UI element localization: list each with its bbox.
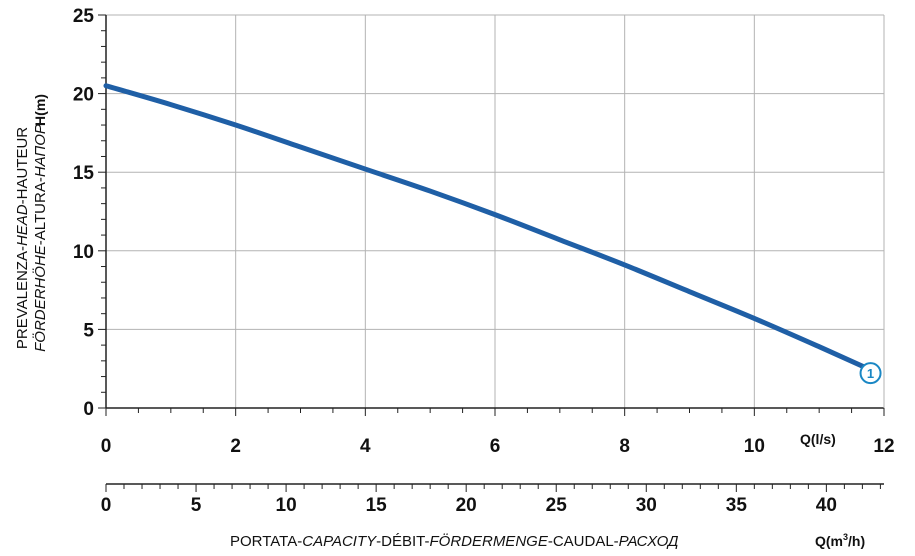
y-tick-label: 5 bbox=[83, 320, 94, 341]
x2-tick-label: 30 bbox=[636, 495, 657, 516]
x2-tick-label: 20 bbox=[456, 495, 477, 516]
y-tick-label: 25 bbox=[73, 6, 95, 27]
y-axis-ticks: 0 5 10 15 20 25 bbox=[73, 6, 106, 420]
x2-tick-label: 0 bbox=[101, 495, 112, 516]
x2-tick-label: 15 bbox=[366, 495, 388, 516]
y-tick-label: 10 bbox=[73, 242, 94, 263]
y-tick-label: 20 bbox=[73, 85, 94, 106]
y-tick-label: 0 bbox=[83, 399, 94, 420]
x-tick-label: 4 bbox=[360, 436, 371, 457]
x-tick-label: 12 bbox=[873, 436, 894, 457]
x-tick-label: 8 bbox=[619, 436, 630, 457]
x-axis-label: PORTATA-CAPACITY-DÉBIT-FÖRDERMENGE-CAUDA… bbox=[230, 532, 679, 550]
y-axis-label-line1: PREVALENZA-HEAD-HAUTEUR bbox=[14, 127, 31, 349]
x2-tick-label: 35 bbox=[726, 495, 748, 516]
x-tick-label: 10 bbox=[744, 436, 765, 457]
secondary-x-axis: 0 5 10 15 20 25 30 35 40 bbox=[101, 484, 884, 516]
x-axis-ticks: 0 2 4 6 8 10 12 bbox=[101, 408, 895, 457]
x-tick-label: 2 bbox=[230, 436, 241, 457]
x2-tick-label: 5 bbox=[191, 495, 202, 516]
x-axis-unit: Q(l/s) bbox=[800, 431, 836, 447]
x-tick-label: 0 bbox=[101, 436, 112, 457]
y-tick-label: 15 bbox=[73, 163, 95, 184]
grid-lines bbox=[106, 15, 884, 408]
series-layer: 1 bbox=[106, 86, 881, 383]
series-label: 1 bbox=[867, 366, 874, 381]
x2-tick-label: 25 bbox=[546, 495, 568, 516]
x2-axis-unit: Q(m3/h) bbox=[815, 532, 865, 549]
series-line-1 bbox=[106, 86, 865, 367]
x2-tick-label: 40 bbox=[816, 495, 837, 516]
y-axis-label-line2: FÖRDERHÖHE-ALTURA-НАПОР bbox=[31, 124, 49, 352]
y-axis-unit: H(m) bbox=[32, 94, 48, 126]
x2-tick-label: 10 bbox=[276, 495, 297, 516]
x-tick-label: 6 bbox=[490, 436, 501, 457]
